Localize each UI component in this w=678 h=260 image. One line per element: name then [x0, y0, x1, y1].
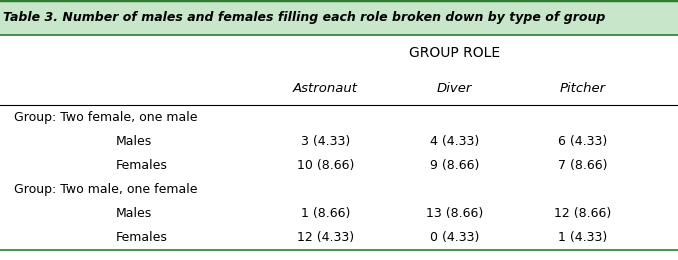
Text: Females: Females [115, 159, 167, 172]
Text: 4 (4.33): 4 (4.33) [430, 135, 479, 148]
Text: 12 (4.33): 12 (4.33) [297, 231, 354, 244]
Text: Astronaut: Astronaut [293, 82, 358, 95]
Text: GROUP ROLE: GROUP ROLE [409, 46, 500, 60]
Text: Males: Males [115, 135, 151, 148]
Text: 7 (8.66): 7 (8.66) [558, 159, 608, 172]
Text: Group: Two male, one female: Group: Two male, one female [14, 183, 197, 196]
Text: Pitcher: Pitcher [560, 82, 606, 95]
Text: 6 (4.33): 6 (4.33) [559, 135, 607, 148]
Text: 1 (8.66): 1 (8.66) [301, 207, 350, 220]
Text: 13 (8.66): 13 (8.66) [426, 207, 483, 220]
Text: Females: Females [115, 231, 167, 244]
Text: 12 (8.66): 12 (8.66) [555, 207, 612, 220]
Text: 0 (4.33): 0 (4.33) [430, 231, 479, 244]
Text: 3 (4.33): 3 (4.33) [301, 135, 350, 148]
FancyBboxPatch shape [0, 0, 678, 35]
Text: 9 (8.66): 9 (8.66) [430, 159, 479, 172]
Text: Males: Males [115, 207, 151, 220]
Text: 10 (8.66): 10 (8.66) [297, 159, 354, 172]
Text: Group: Two female, one male: Group: Two female, one male [14, 111, 197, 124]
Text: Diver: Diver [437, 82, 472, 95]
Text: 1 (4.33): 1 (4.33) [559, 231, 607, 244]
Text: Table 3. Number of males and females filling each role broken down by type of gr: Table 3. Number of males and females fil… [3, 11, 605, 24]
